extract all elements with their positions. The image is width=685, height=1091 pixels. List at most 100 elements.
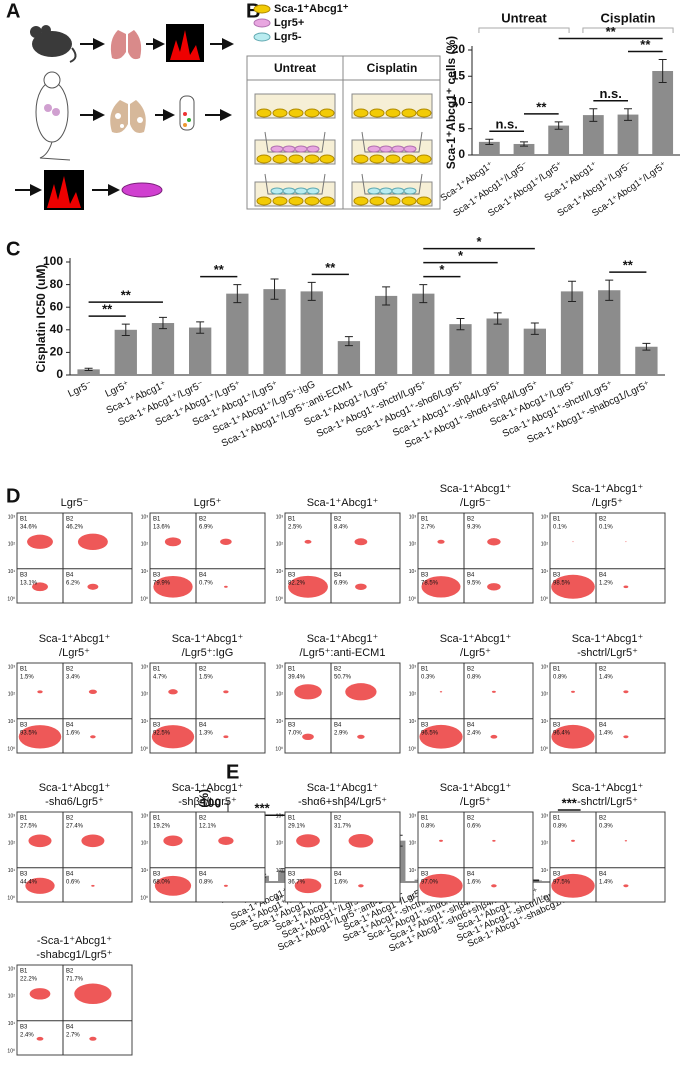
- quadrant-value: 29.1%: [288, 824, 306, 830]
- flow-tick-label: 10¹: [141, 868, 149, 874]
- quadrant-name: B3: [20, 1024, 28, 1030]
- event-cloud: [223, 690, 229, 694]
- plot-title: Lgr5⁻: [61, 497, 89, 509]
- plot-title: Sca-1⁺Abcg1⁺: [572, 782, 644, 794]
- event-cloud: [153, 575, 193, 598]
- error-bar: [485, 138, 494, 145]
- quadrant-name: B4: [66, 572, 74, 578]
- quadrant-name: B4: [334, 572, 342, 578]
- quadrant-name: B3: [288, 572, 296, 578]
- group-label: Untreat: [501, 10, 547, 25]
- quadrant-value: 27.4%: [66, 824, 84, 830]
- error-bar: [624, 108, 632, 121]
- significance-label: ***: [562, 795, 578, 810]
- quadrant-value: 13.1%: [20, 580, 38, 586]
- event-cloud: [551, 724, 595, 749]
- plot-title: Sca-1⁺Abcg1⁺: [440, 483, 512, 495]
- error-bar: [658, 58, 667, 84]
- flow-tick-label: 10¹: [541, 569, 549, 575]
- flow-tick-label: 10⁰: [7, 1048, 15, 1054]
- error-bar: [642, 342, 651, 351]
- quadrant-value: 2.5%: [288, 525, 302, 531]
- y-axis-label: Sca-1⁺Abcg1⁺ cells (%): [444, 36, 458, 169]
- quadrant-name: B2: [199, 667, 207, 673]
- error-bar: [589, 108, 598, 122]
- quadrant-value: 98.5%: [553, 580, 571, 586]
- flow-tick-label: 10¹: [409, 868, 417, 874]
- plot-title: Sca-1⁺Abcg1⁺: [307, 633, 379, 645]
- quadrant-value: 0.7%: [199, 580, 213, 586]
- plot-title: /Lgr5⁺: [460, 796, 491, 808]
- flow-tick-label: 10¹: [276, 569, 284, 575]
- flow-tick-label: 10⁰: [275, 746, 283, 752]
- quadrant-value: 79.9%: [153, 580, 171, 586]
- quadrant-name: B4: [467, 722, 475, 728]
- event-cloud: [168, 689, 178, 695]
- flow-tick-label: 10¹: [8, 868, 16, 874]
- plot-title: Sca-1⁺Abcg1⁺: [307, 782, 379, 794]
- event-cloud: [89, 1036, 97, 1041]
- flow-tick-label: 10⁰: [140, 895, 148, 901]
- flow-tick-label: 10¹: [276, 719, 284, 725]
- flow-tick-label: 10³: [409, 813, 417, 819]
- y-tick-label: 10: [452, 95, 466, 109]
- event-cloud: [223, 884, 228, 887]
- event-cloud: [163, 835, 183, 847]
- event-cloud: [551, 873, 595, 898]
- event-cloud: [491, 884, 497, 888]
- event-cloud: [623, 884, 629, 888]
- flow-tick-label: 10⁰: [408, 895, 416, 901]
- quadrant-name: B2: [467, 816, 475, 822]
- event-cloud: [25, 877, 55, 894]
- error-bar: [554, 121, 563, 130]
- flow-tick-label: 10¹: [8, 569, 16, 575]
- event-cloud: [623, 735, 629, 739]
- event-cloud: [32, 582, 48, 592]
- quadrant-name: B3: [553, 572, 561, 578]
- quadrant-value: 4.7%: [153, 675, 167, 681]
- bar: [412, 293, 435, 375]
- flow-tick-label: 10²: [541, 841, 549, 847]
- quadrant-name: B4: [66, 722, 74, 728]
- schematic-b: Sca-1⁺Abcg1⁺ Lgr5+ Lgr5- Untreat Cisplat…: [246, 3, 441, 210]
- quadrant-name: B3: [553, 722, 561, 728]
- quadrant-value: 97.0%: [421, 879, 439, 885]
- event-cloud: [492, 839, 496, 842]
- event-cloud: [27, 534, 53, 549]
- significance-label: **: [606, 24, 617, 39]
- significance-label: **: [325, 260, 336, 275]
- error-bar: [605, 279, 614, 301]
- flow-tick-label: 10⁰: [540, 895, 548, 901]
- event-cloud: [348, 833, 374, 848]
- quadrant-value: 2.4%: [467, 730, 481, 736]
- plot-title: Sca-1⁺Abcg1⁺: [572, 633, 644, 645]
- plot-title: /Lgr5⁻: [460, 497, 491, 509]
- significance-label: **: [102, 302, 113, 317]
- y-tick-label: 60: [50, 299, 64, 313]
- plot-title: -shctrl/Lgr5⁺: [577, 647, 638, 659]
- quadrant-value: 1.5%: [20, 675, 34, 681]
- event-cloud: [354, 538, 368, 546]
- error-bar: [530, 322, 539, 335]
- event-cloud: [357, 734, 365, 739]
- y-tick-label: 15: [452, 68, 466, 82]
- quadrant-name: B1: [20, 969, 28, 975]
- error-bar: [307, 281, 316, 301]
- quadrant-value: 71.7%: [66, 977, 84, 983]
- error-bar: [344, 336, 353, 347]
- quadrant-name: B2: [199, 816, 207, 822]
- quadrant-value: 0.8%: [553, 675, 567, 681]
- quadrant-value: 96.5%: [421, 730, 439, 736]
- event-cloud: [218, 836, 234, 846]
- error-bar: [233, 284, 242, 304]
- event-cloud: [87, 583, 99, 590]
- quadrant-value: 1.6%: [334, 879, 348, 885]
- flow-tick-label: 10²: [276, 542, 284, 548]
- quadrant-name: B3: [288, 722, 296, 728]
- quadrant-name: B2: [66, 816, 74, 822]
- event-cloud: [77, 533, 108, 551]
- significance-label: **: [536, 99, 547, 114]
- quadrant-name: B2: [66, 667, 74, 673]
- event-cloud: [625, 541, 627, 543]
- flow-tick-label: 10³: [541, 514, 549, 520]
